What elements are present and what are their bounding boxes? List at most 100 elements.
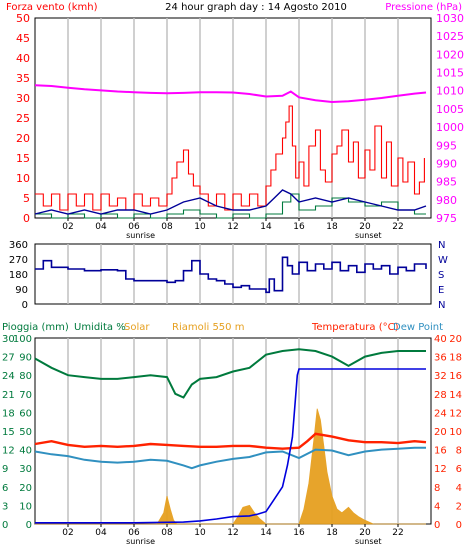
y-humidity-tick-label: 0 <box>26 520 32 531</box>
y-right-tick-label: 1025 <box>436 30 464 43</box>
x-tick-label: 04 <box>95 222 107 232</box>
y-dewpoint-tick-label: 2 <box>456 501 462 512</box>
y-dewpoint-tick-label: 12 <box>449 408 462 419</box>
x-tick-label: 20 <box>359 222 371 232</box>
y-dewpoint-tick-label: 18 <box>449 353 462 364</box>
y-left-tick-label: 10 <box>16 172 30 185</box>
y-left-tick-label: 25 <box>16 112 30 125</box>
y-left-tick-label: 45 <box>16 32 30 45</box>
sunset-label: sunset <box>355 231 382 240</box>
y-rain-tick-label: 24 <box>2 371 15 382</box>
y-humidity-tick-label: 90 <box>19 353 32 364</box>
y-rain-tick-label: 9 <box>2 464 8 475</box>
y-rain-tick-label: 15 <box>2 427 15 438</box>
humidity-label: Umidita % <box>74 322 126 333</box>
y-left-tick-label: 360 <box>9 240 28 251</box>
sunset-label: sunset <box>355 537 382 546</box>
chart-title: 24 hour graph day : 14 Agosto 2010 <box>165 2 347 13</box>
y-humidity-tick-label: 80 <box>19 371 32 382</box>
y-right-tick-label: N <box>438 240 445 251</box>
y-humidity-tick-label: 60 <box>19 408 32 419</box>
y-left-tick-label: 30 <box>16 92 30 105</box>
x-tick-label: 14 <box>260 222 272 232</box>
x-tick-label: 10 <box>194 222 206 232</box>
y-left-tick-label: 180 <box>9 270 28 281</box>
y-dewpoint-tick-label: 14 <box>449 390 462 401</box>
y-left-tick-label: 35 <box>16 72 30 85</box>
y-left-tick-label: 270 <box>9 255 28 266</box>
pressure-series <box>34 84 427 104</box>
y-left-tick-label: 90 <box>15 285 28 296</box>
y-left-tick-label: 50 <box>16 12 30 25</box>
y-temperature-tick-label: 28 <box>434 390 447 401</box>
x-tick-label: 20 <box>359 528 371 538</box>
y-temperature-tick-label: 24 <box>434 408 447 419</box>
x-tick-label: 02 <box>62 528 73 538</box>
humidity-temperature-rain-panel: 0369121518212427300102030405060708090100… <box>2 322 462 546</box>
y-right-tick-label: 1030 <box>436 12 464 25</box>
y-right-tick-label: 985 <box>436 176 457 189</box>
y-humidity-tick-label: 20 <box>19 483 32 494</box>
sunrise-label: sunrise <box>126 537 155 546</box>
x-tick-label: 22 <box>392 222 403 232</box>
sunrise-label: sunrise <box>126 231 155 240</box>
y-right-tick-label: E <box>438 285 444 296</box>
y-dewpoint-tick-label: 16 <box>449 371 462 382</box>
y-temperature-tick-label: 36 <box>434 353 447 364</box>
y-rain-tick-label: 6 <box>2 483 8 494</box>
y-temperature-tick-label: 40 <box>434 334 447 345</box>
y-temperature-tick-label: 16 <box>434 446 447 457</box>
x-tick-label: 22 <box>392 528 403 538</box>
temperature-series <box>34 432 427 450</box>
y-right-tick-label: 995 <box>436 139 457 152</box>
x-tick-label: 06 <box>128 222 140 232</box>
y-left-tick-label: 40 <box>16 52 30 65</box>
y-right-tick-label: 1005 <box>436 103 464 116</box>
y-right-tick-label: 980 <box>436 194 457 207</box>
wind-pressure-panel: 0510152025303540455097598098599099510001… <box>6 2 464 240</box>
wind-speed-series <box>35 105 425 211</box>
right-axis-label: Pressione (hPa) <box>385 2 462 13</box>
x-tick-label: 08 <box>161 528 173 538</box>
y-rain-tick-label: 30 <box>2 334 15 345</box>
y-dewpoint-tick-label: 0 <box>456 520 462 531</box>
y-humidity-tick-label: 40 <box>19 446 32 457</box>
y-rain-tick-label: 21 <box>2 390 15 401</box>
riamoli-label: Riamoli 550 m <box>172 322 244 333</box>
y-right-tick-label: 975 <box>436 212 457 225</box>
x-tick-label: 16 <box>293 528 305 538</box>
y-right-tick-label: W <box>438 255 448 266</box>
rain-series <box>35 368 426 524</box>
solar-label: Solar <box>124 322 150 333</box>
y-humidity-tick-label: 10 <box>19 501 32 512</box>
y-left-tick-label: 15 <box>16 152 30 165</box>
y-right-tick-label: N <box>438 300 445 311</box>
y-right-tick-label: 1015 <box>436 67 464 80</box>
y-humidity-tick-label: 100 <box>13 334 32 345</box>
x-tick-label: 14 <box>260 528 272 538</box>
y-right-tick-label: 990 <box>436 157 457 170</box>
x-tick-label: 02 <box>62 222 73 232</box>
y-left-tick-label: 20 <box>16 132 30 145</box>
y-rain-tick-label: 12 <box>2 446 15 457</box>
y-temperature-tick-label: 0 <box>434 520 440 531</box>
y-dewpoint-tick-label: 8 <box>456 446 462 457</box>
x-tick-label: 08 <box>161 222 173 232</box>
y-right-tick-label: 1010 <box>436 85 464 98</box>
y-dewpoint-tick-label: 20 <box>449 334 462 345</box>
y-left-tick-label: 0 <box>23 212 30 225</box>
dewpoint-label: Dew Point <box>393 322 443 333</box>
y-temperature-tick-label: 12 <box>434 464 447 475</box>
x-tick-label: 18 <box>326 222 338 232</box>
y-temperature-tick-label: 4 <box>434 501 440 512</box>
x-tick-label: 12 <box>227 222 238 232</box>
y-left-tick-label: 5 <box>23 192 30 205</box>
y-right-tick-label: 1000 <box>436 121 464 134</box>
x-tick-label: 10 <box>194 528 206 538</box>
wind-direction-series <box>35 256 427 294</box>
y-temperature-tick-label: 32 <box>434 371 447 382</box>
y-rain-tick-label: 27 <box>2 353 15 364</box>
y-temperature-tick-label: 8 <box>434 483 440 494</box>
y-rain-tick-label: 3 <box>2 501 8 512</box>
